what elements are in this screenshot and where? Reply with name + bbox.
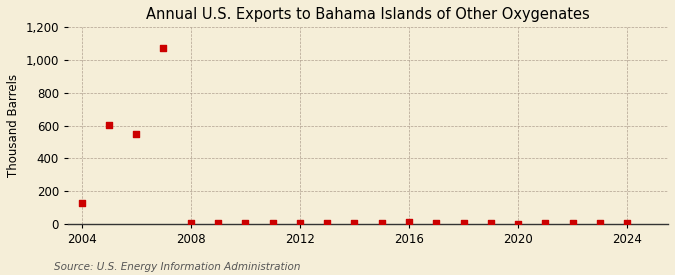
Point	[349, 221, 360, 226]
Point	[267, 221, 278, 225]
Point	[458, 221, 469, 225]
Point	[186, 221, 196, 226]
Point	[103, 122, 114, 127]
Point	[158, 46, 169, 51]
Point	[431, 221, 441, 226]
Y-axis label: Thousand Barrels: Thousand Barrels	[7, 74, 20, 177]
Point	[240, 221, 250, 226]
Point	[294, 221, 305, 225]
Point	[322, 221, 333, 226]
Point	[595, 221, 605, 226]
Point	[213, 221, 223, 225]
Point	[404, 219, 414, 224]
Point	[540, 221, 551, 226]
Point	[376, 221, 387, 225]
Point	[567, 221, 578, 225]
Point	[622, 221, 632, 226]
Point	[131, 132, 142, 136]
Text: Source: U.S. Energy Information Administration: Source: U.S. Energy Information Administ…	[54, 262, 300, 272]
Point	[485, 221, 496, 226]
Title: Annual U.S. Exports to Bahama Islands of Other Oxygenates: Annual U.S. Exports to Bahama Islands of…	[146, 7, 590, 22]
Point	[512, 221, 523, 226]
Point	[76, 201, 87, 206]
